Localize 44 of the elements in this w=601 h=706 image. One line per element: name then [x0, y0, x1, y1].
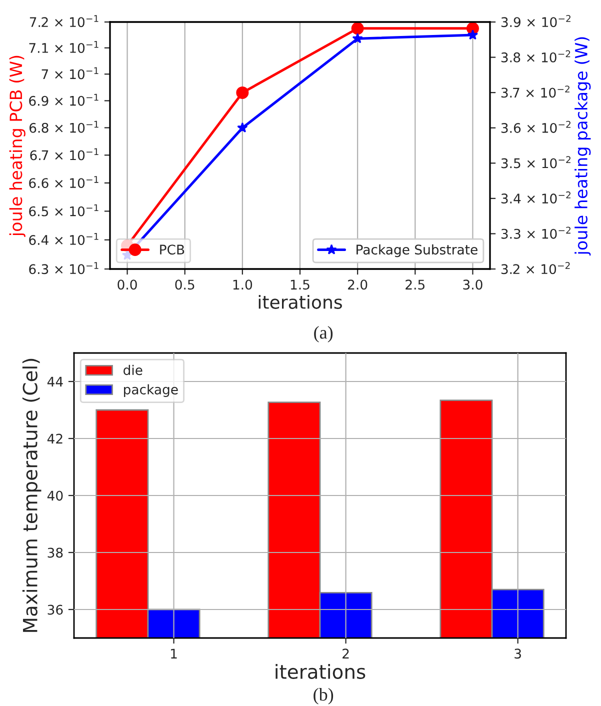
legend-label: PCB [160, 244, 184, 255]
y-tick-label: 6.5 × 10$^{−1}$ [29, 204, 98, 216]
y-axis-title: joule heating PCB (W) [9, 56, 26, 237]
y2-tick-label: 3.2 × 10$^{−2}$ [501, 262, 570, 274]
y-axis-title: Maximum temperature (Cel) [22, 358, 42, 632]
y2-tick-label: 3.9 × 10$^{−2}$ [501, 15, 570, 28]
y-tick-label: 7.1 × 10$^{−1}$ [29, 41, 98, 53]
y-tick-label: 44 [47, 376, 63, 387]
text: (b) [314, 688, 334, 704]
x-tick-label: 0.5 [175, 280, 194, 290]
x-tick-label: 2 [342, 648, 349, 658]
y-tick-label: 36 [48, 604, 63, 615]
x-tick-label: 1 [171, 648, 177, 658]
y-tick-label: 7 × 10$^{−1}$ [42, 67, 98, 80]
y2-tick-label: 3.6 × 10$^{−2}$ [501, 120, 570, 133]
y2-tick-label: 3.4 × 10$^{−2}$ [501, 191, 570, 204]
x-tick-label: 1.5 [290, 280, 310, 290]
y-tick-label: 6.7 × 10$^{−1}$ [30, 148, 98, 160]
x-tick-label: 2.0 [348, 280, 368, 290]
x-tick-label: 2.5 [406, 280, 424, 290]
legend-label: package [124, 384, 178, 398]
y-tick-label: 40 [47, 490, 63, 501]
legend-label: Package Substrate [356, 244, 478, 258]
x-axis-title: iterations [258, 294, 342, 309]
y2-tick-label: 3.3 × 10$^{−2}$ [501, 226, 570, 239]
y-tick-label: 6.3 × 10$^{−1}$ [29, 262, 98, 274]
text: (a) [314, 326, 333, 342]
y2-tick-label: 3.5 × 10$^{−2}$ [501, 156, 570, 168]
legend-label: die [124, 364, 142, 376]
x-tick-label: 3 [514, 648, 521, 659]
y-tick-label: 6.4 × 10$^{−1}$ [29, 233, 98, 245]
x-axis-title: iterations [276, 664, 366, 680]
y2-axis-title: joule heating package (W) [574, 37, 591, 256]
y-tick-label: 7.2 × 10$^{−1}$ [30, 15, 98, 28]
y-tick-label: 6.8 × 10$^{−1}$ [30, 120, 98, 133]
y-tick-label: 38 [48, 548, 63, 558]
y2-tick-label: 3.8 × 10$^{−2}$ [501, 50, 570, 62]
y-tick-label: 6.6 × 10$^{−1}$ [29, 176, 98, 188]
x-tick-label: 3.0 [463, 280, 482, 290]
y-tick-label: 42 [47, 434, 62, 444]
y2-tick-label: 3.7 × 10$^{−2}$ [501, 86, 570, 98]
y-tick-label: 6.9 × 10$^{−1}$ [29, 94, 98, 106]
x-tick-label: 1.0 [233, 280, 252, 290]
x-tick-label: 0.0 [118, 280, 137, 290]
